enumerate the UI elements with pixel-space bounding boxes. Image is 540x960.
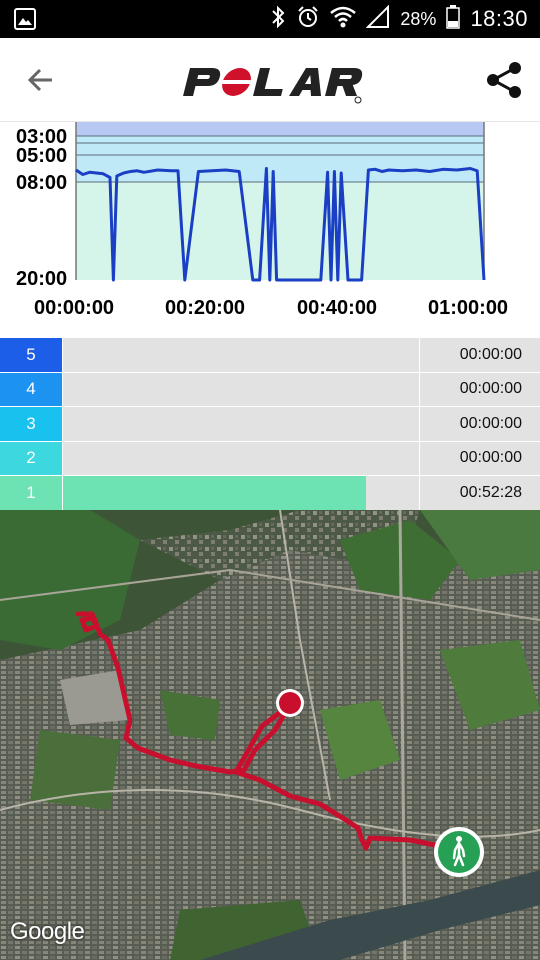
map-field [160, 690, 220, 740]
x-tick-label: 00:00:00 [34, 297, 114, 319]
route-path [75, 611, 461, 855]
map-field [320, 700, 400, 780]
signal-icon [365, 4, 390, 34]
map-road [279, 510, 331, 801]
x-tick-label: 01:00:00 [428, 297, 508, 319]
map-road [398, 510, 407, 960]
zone-time: 00:00:00 [419, 338, 540, 372]
zone-bar-track [62, 338, 419, 372]
zone-row-3: 3 00:00:00 [0, 406, 540, 441]
zone-divider [0, 371, 540, 373]
zone-bar-fill [63, 475, 366, 510]
pace-chart: 03:00 05:00 08:00 20:00 00:00:00 00:20:0… [0, 122, 540, 337]
y-tick-label: 08:00 [16, 172, 67, 194]
app-bar [0, 38, 540, 122]
y-tick-label: 05:00 [16, 145, 67, 167]
back-button[interactable] [22, 60, 62, 100]
zone-divider [0, 475, 540, 477]
zone-band-mid [76, 136, 484, 182]
zone-row-4: 4 00:00:00 [0, 372, 540, 407]
google-attribution: Google [10, 918, 85, 945]
zone-row-1: 1 00:52:28 [0, 475, 540, 510]
wifi-icon [330, 5, 357, 34]
zone-time: 00:52:28 [419, 475, 540, 510]
arrow-left-icon [27, 68, 52, 92]
pace-series-line [75, 167, 486, 282]
gallery-icon [14, 8, 36, 35]
battery-percent: 28% [400, 8, 437, 29]
heart-rate-zones: 5 00:00:00 4 00:00:00 3 00:00:00 2 00:00:00 1 00:… [0, 338, 540, 510]
zone-number: 4 [0, 372, 62, 407]
zone-band-low [76, 182, 484, 280]
finish-point-icon[interactable] [276, 689, 304, 717]
map-road [0, 568, 540, 621]
map-field [420, 510, 540, 580]
x-tick-label: 00:40:00 [297, 297, 377, 319]
share-button[interactable] [482, 58, 526, 102]
zone-bar-track [62, 372, 419, 407]
zone-row-5: 5 00:00:00 [0, 338, 540, 372]
x-tick-label: 00:20:00 [165, 297, 245, 319]
map-field [30, 730, 120, 810]
status-bar: 28% 18:30 [0, 0, 540, 38]
share-icon [487, 62, 521, 98]
battery-icon [446, 4, 461, 34]
y-tick-label: 03:00 [16, 126, 67, 148]
route-map[interactable]: Google [0, 510, 540, 960]
map-river [200, 870, 540, 960]
zone-number: 1 [0, 475, 62, 510]
zone-divider [0, 406, 540, 408]
zone-number: 5 [0, 338, 62, 372]
walking-person-icon[interactable] [434, 827, 484, 877]
zone-time: 00:00:00 [419, 406, 540, 441]
zone-bar-track [62, 406, 419, 441]
zone-divider [0, 440, 540, 442]
clock: 18:30 [470, 6, 528, 31]
bluetooth-icon [270, 5, 286, 34]
map-urban-area [140, 510, 420, 580]
polar-logo [180, 60, 364, 104]
zone-number: 2 [0, 441, 62, 476]
zone-bar-track [62, 475, 419, 510]
map-field [0, 510, 140, 650]
zone-band-top [76, 122, 484, 136]
alarm-icon [296, 5, 320, 34]
zone-bar-track [62, 441, 419, 476]
zone-time: 00:00:00 [419, 441, 540, 476]
zone-time: 00:00:00 [419, 372, 540, 407]
map-parking-area [60, 670, 130, 725]
zone-row-2: 2 00:00:00 [0, 441, 540, 476]
map-field [440, 640, 540, 730]
zone-number: 3 [0, 406, 62, 441]
y-tick-label: 20:00 [16, 268, 67, 290]
